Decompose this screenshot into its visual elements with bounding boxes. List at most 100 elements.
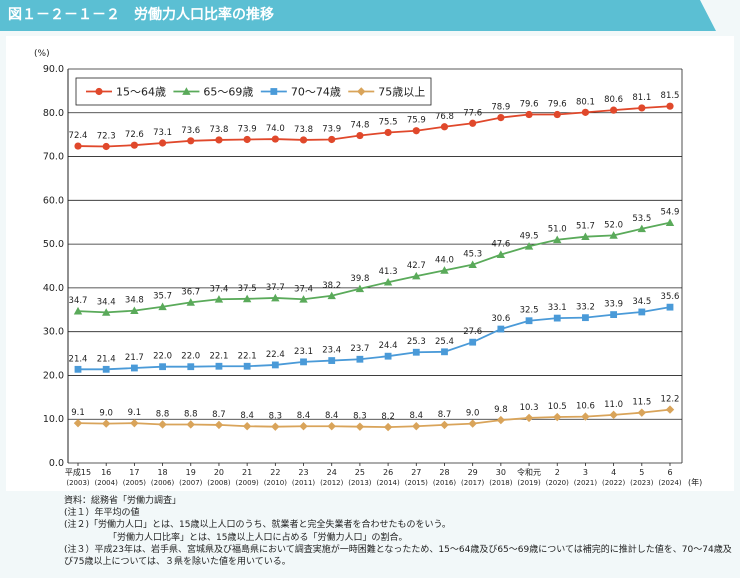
y-tick-label: 60.0 — [43, 195, 64, 206]
data-point — [242, 422, 252, 431]
data-label: 37.4 — [209, 284, 228, 294]
data-label: 52.0 — [604, 220, 623, 230]
series-line — [77, 408, 671, 429]
data-label: 41.3 — [379, 267, 398, 277]
data-point — [214, 420, 224, 430]
data-point — [101, 308, 111, 316]
data-label: 8.4 — [297, 411, 311, 421]
x-tick-label: 3 — [583, 468, 588, 477]
x-tick-label: 27 — [411, 468, 421, 477]
data-point — [215, 362, 223, 370]
data-label: 27.6 — [463, 327, 482, 337]
data-point — [440, 420, 449, 430]
data-label: 36.7 — [181, 287, 200, 297]
data-label: 37.4 — [294, 284, 313, 294]
data-label: 75.5 — [379, 117, 398, 127]
data-label: 38.2 — [322, 281, 341, 291]
data-point — [215, 136, 223, 144]
data-label: 51.0 — [548, 225, 567, 235]
data-point — [186, 298, 195, 306]
x-tick-label: 6 — [667, 468, 672, 477]
data-point — [525, 317, 533, 325]
data-point — [355, 422, 365, 431]
data-point — [525, 110, 533, 119]
x-tick-label: 23 — [298, 468, 308, 477]
data-point — [383, 422, 393, 432]
data-label: 8.8 — [184, 409, 198, 419]
data-label: 8.7 — [438, 410, 452, 420]
data-point — [412, 271, 421, 280]
data-point — [638, 308, 646, 316]
x-tick-label-year: (2017) — [461, 479, 485, 487]
x-tick-label: 平成15 — [65, 467, 91, 477]
x-tick-label-year: (2019) — [517, 479, 541, 487]
data-point — [581, 232, 590, 241]
data-point — [158, 139, 167, 147]
x-tick-label-year: (2005) — [123, 479, 147, 487]
data-label: 8.3 — [269, 412, 283, 422]
data-label: 73.8 — [209, 125, 228, 135]
data-label: 81.1 — [632, 93, 651, 103]
data-point — [610, 311, 618, 318]
data-label: 81.5 — [661, 91, 680, 101]
x-tick-label: 28 — [439, 468, 449, 477]
x-tick-label-year: (2012) — [320, 479, 344, 487]
x-tick-label: 30 — [496, 468, 506, 477]
data-label: 11.5 — [632, 398, 651, 408]
data-label: 10.6 — [576, 402, 595, 412]
data-label: 22.1 — [209, 351, 228, 361]
data-point — [497, 113, 505, 122]
x-tick-label-year: (2006) — [151, 479, 175, 487]
data-label: 34.8 — [125, 296, 144, 306]
x-tick-label: 29 — [468, 468, 478, 477]
data-label: 8.2 — [381, 412, 395, 422]
data-label: 73.9 — [238, 124, 257, 134]
data-point — [187, 363, 195, 371]
data-label: 79.6 — [520, 100, 539, 110]
data-point — [355, 284, 365, 293]
data-point — [610, 106, 618, 114]
series-line — [77, 105, 671, 148]
data-point — [243, 362, 251, 370]
data-point — [469, 338, 477, 346]
data-point — [271, 293, 280, 302]
data-point — [299, 295, 308, 303]
x-tick-label-year: (2008) — [207, 479, 231, 487]
note-1: (注１）年平均の値 — [64, 508, 140, 519]
data-point — [384, 128, 392, 137]
y-tick-label: 10.0 — [43, 414, 64, 425]
x-tick-label: 2 — [555, 468, 560, 477]
data-point — [102, 365, 110, 373]
y-axis-unit-label: (%) — [34, 49, 50, 59]
x-tick-label: 19 — [186, 468, 196, 477]
data-point — [74, 365, 82, 373]
x-tick-label-year: (2018) — [489, 479, 513, 487]
data-point — [300, 358, 307, 366]
data-point — [665, 405, 675, 414]
data-point — [665, 218, 675, 227]
y-tick-label: 50.0 — [43, 239, 64, 250]
data-point — [496, 415, 506, 425]
y-tick-label: 0.0 — [49, 458, 64, 469]
data-point — [441, 348, 448, 356]
data-label: 30.6 — [491, 314, 510, 324]
source-note: 資料：総務省「労働力調査」 — [64, 496, 182, 506]
data-label: 35.6 — [661, 292, 680, 302]
series-line — [78, 306, 671, 371]
data-label: 10.3 — [520, 403, 539, 413]
data-point — [158, 420, 167, 429]
data-point — [412, 348, 420, 356]
data-label: 25.4 — [435, 337, 454, 347]
data-label: 39.8 — [350, 274, 369, 284]
data-point — [468, 260, 477, 269]
data-label: 8.4 — [410, 411, 424, 421]
data-label: 72.3 — [97, 131, 116, 141]
data-label: 73.6 — [181, 126, 200, 136]
data-point — [327, 422, 336, 431]
data-point — [384, 352, 392, 360]
y-tick-label: 40.0 — [43, 283, 64, 294]
x-tick-label: 21 — [242, 468, 252, 477]
x-tick-label: 22 — [270, 468, 280, 477]
data-label: 44.0 — [435, 255, 454, 265]
data-label: 34.7 — [69, 296, 88, 306]
